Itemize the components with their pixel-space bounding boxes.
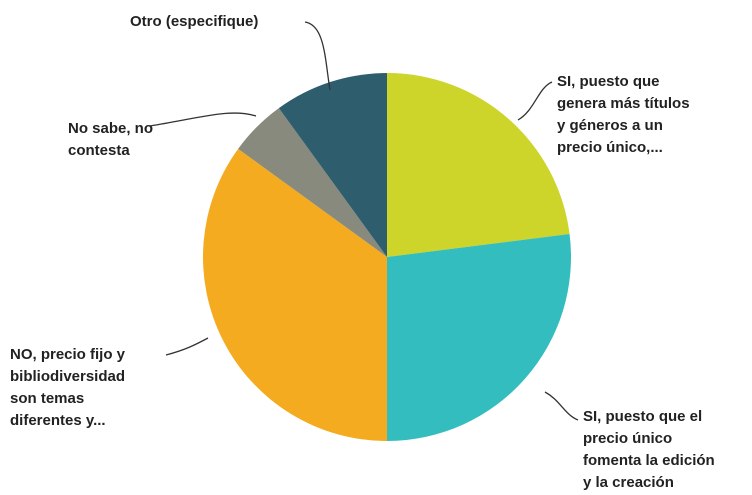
slice-label: contesta [68,142,130,159]
slice-label: diferentes y... [10,412,106,429]
slice-label: fomenta la edición [583,452,715,469]
pie-slice [387,73,570,257]
leader-line [544,391,579,421]
slice-label: y la creación [583,474,674,491]
slice-label: son temas [10,390,84,407]
pie-slice [203,148,387,441]
pie-slice [387,233,572,441]
slice-label: precio único,... [557,139,663,156]
slice-label: y géneros a un [557,117,663,134]
slice-label: genera más títulos [557,95,690,112]
slice-label: SI, puesto que [557,73,660,90]
slice-label: Otro (especifique) [130,13,258,30]
slice-label: NO, precio fijo y [10,346,126,363]
leader-line [517,81,553,121]
pie-slice [278,73,387,257]
pie-slice [238,108,387,258]
pie [203,73,572,441]
leader-line [304,21,331,91]
slice-label: bibliodiversidad [10,368,125,385]
leader-line [149,112,257,127]
slice-label: No sabe, no [68,120,153,137]
slice-label: precio único [583,430,672,447]
leader-line [165,337,209,356]
slice-label: SI, puesto que el [583,408,702,425]
